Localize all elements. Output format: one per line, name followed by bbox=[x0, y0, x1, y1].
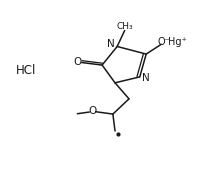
Text: N: N bbox=[142, 73, 150, 83]
Text: O⁻: O⁻ bbox=[157, 37, 170, 47]
Text: O: O bbox=[74, 57, 82, 67]
Text: O: O bbox=[89, 106, 97, 116]
Text: HCl: HCl bbox=[16, 65, 36, 77]
Text: N: N bbox=[107, 39, 115, 50]
Text: Hg⁺: Hg⁺ bbox=[168, 37, 187, 47]
Text: CH₃: CH₃ bbox=[117, 22, 134, 31]
